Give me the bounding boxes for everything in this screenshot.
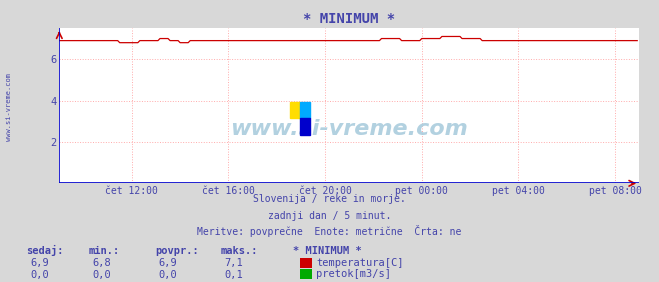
Text: 0,0: 0,0 xyxy=(93,270,111,280)
Text: * MINIMUM *: * MINIMUM * xyxy=(293,246,362,256)
Text: Slovenija / reke in morje.: Slovenija / reke in morje. xyxy=(253,194,406,204)
Text: pretok[m3/s]: pretok[m3/s] xyxy=(316,269,391,279)
Text: 0,0: 0,0 xyxy=(30,270,49,280)
Text: 0,0: 0,0 xyxy=(159,270,177,280)
Text: 6,8: 6,8 xyxy=(93,259,111,268)
Text: 7,1: 7,1 xyxy=(225,259,243,268)
Text: zadnji dan / 5 minut.: zadnji dan / 5 minut. xyxy=(268,211,391,221)
Text: min.:: min.: xyxy=(89,246,120,256)
Text: sedaj:: sedaj: xyxy=(26,245,64,256)
Text: maks.:: maks.: xyxy=(221,246,258,256)
Text: Meritve: povprečne  Enote: metrične  Črta: ne: Meritve: povprečne Enote: metrične Črta:… xyxy=(197,226,462,237)
Text: www.si-vreme.com: www.si-vreme.com xyxy=(5,73,12,141)
Text: www.si-vreme.com: www.si-vreme.com xyxy=(231,119,468,139)
Bar xyxy=(300,102,310,118)
Text: povpr.:: povpr.: xyxy=(155,246,198,256)
Title: * MINIMUM *: * MINIMUM * xyxy=(303,12,395,26)
Text: 6,9: 6,9 xyxy=(30,259,49,268)
Text: 0,1: 0,1 xyxy=(225,270,243,280)
Text: 6,9: 6,9 xyxy=(159,259,177,268)
Bar xyxy=(300,118,310,135)
Bar xyxy=(290,102,300,118)
Text: temperatura[C]: temperatura[C] xyxy=(316,258,404,268)
